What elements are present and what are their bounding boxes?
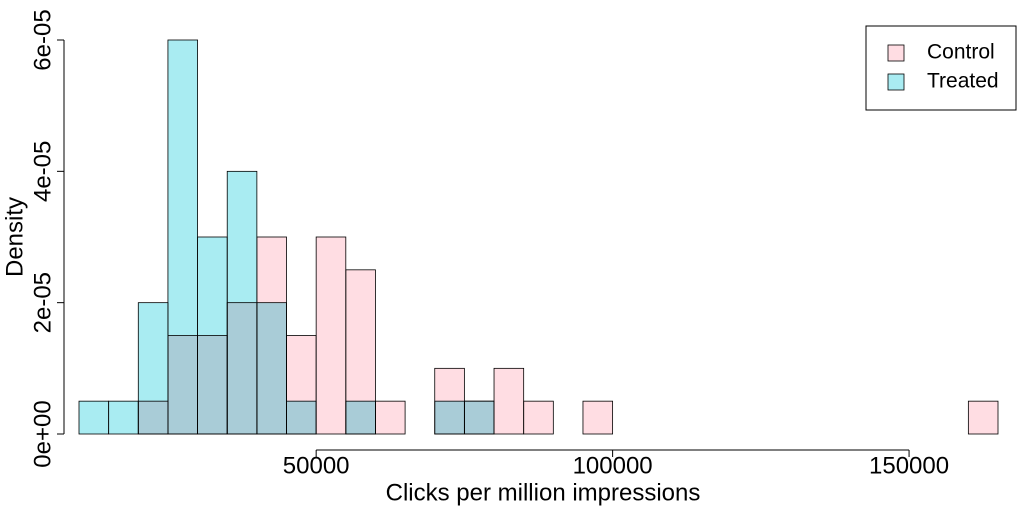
y-axis-label: Density <box>1 197 28 277</box>
bar <box>197 236 228 435</box>
bar <box>463 400 495 435</box>
x-tick-label: 50000 <box>283 452 350 479</box>
legend-label: Control <box>927 41 995 64</box>
bars <box>78 39 999 435</box>
x-tick-label: 100000 <box>573 452 653 479</box>
bar <box>78 400 110 435</box>
bar <box>967 400 999 435</box>
bar <box>582 400 614 435</box>
bar <box>167 39 198 435</box>
legend-label: Treated <box>927 70 999 93</box>
bar <box>137 302 169 435</box>
legend-swatch <box>887 73 905 91</box>
x-tick-label: 150000 <box>869 452 949 479</box>
legend-swatch <box>887 44 905 62</box>
bar <box>375 400 406 435</box>
y-tick-label: 6e-05 <box>29 9 56 70</box>
bar <box>226 170 258 435</box>
bar <box>315 236 347 435</box>
bar <box>256 302 287 435</box>
y-tick-label: 4e-05 <box>29 141 56 202</box>
x-axis-label: Clicks per million impressions <box>386 479 701 506</box>
bar <box>286 400 317 435</box>
bar <box>523 400 554 435</box>
bar <box>108 400 139 435</box>
y-tick-label: 2e-05 <box>29 272 56 333</box>
bar <box>434 400 465 435</box>
bar <box>345 400 376 435</box>
bar <box>493 367 525 435</box>
legend-box <box>865 25 1017 111</box>
y-tick-label: 0e+00 <box>29 400 56 467</box>
